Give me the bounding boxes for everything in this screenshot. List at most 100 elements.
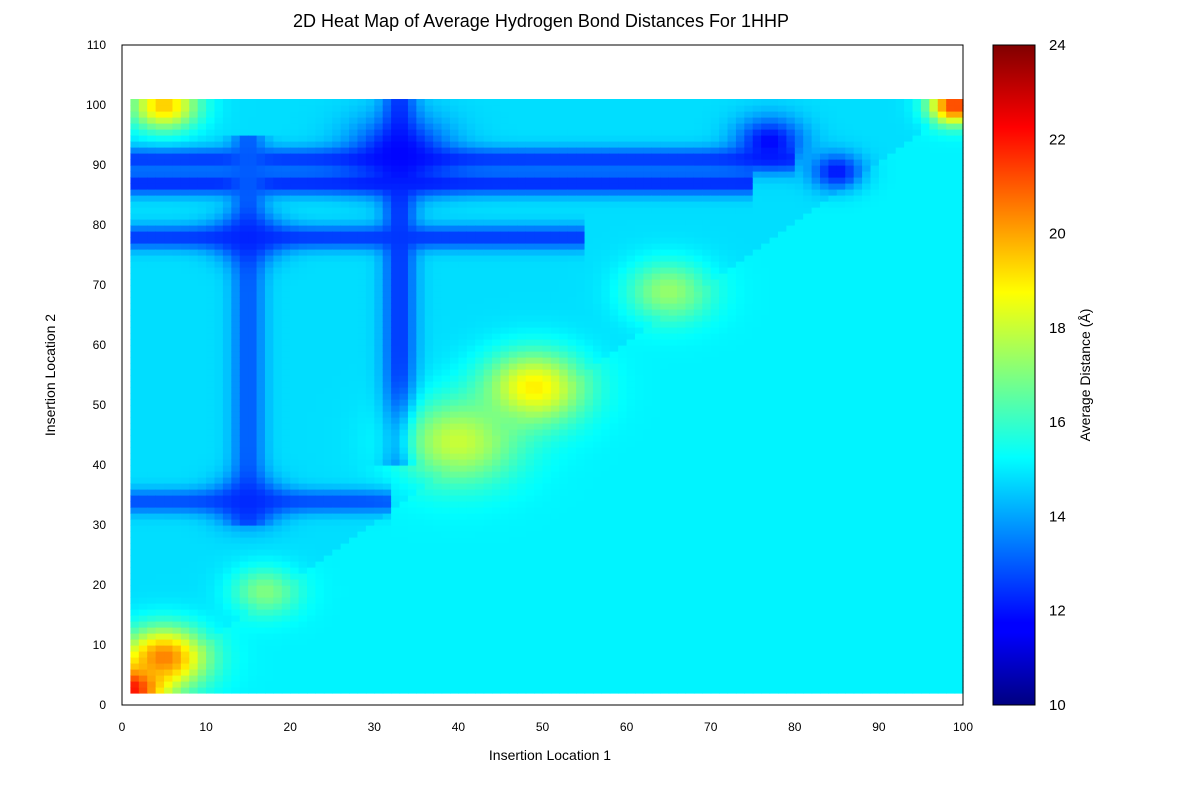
heatmap-cell: [449, 237, 459, 244]
heatmap-cell: [525, 495, 535, 502]
heatmap-cell: [534, 201, 544, 208]
heatmap-cell: [239, 597, 249, 604]
heatmap-cell: [407, 441, 417, 448]
heatmap-cell: [365, 687, 375, 694]
heatmap-cell: [433, 519, 443, 526]
heatmap-cell: [197, 345, 207, 352]
heatmap-cell: [508, 315, 518, 322]
heatmap-cell: [340, 279, 350, 286]
heatmap-cell: [374, 345, 384, 352]
heatmap-cell: [130, 333, 140, 340]
heatmap-cell: [483, 249, 493, 256]
heatmap-cell: [525, 99, 535, 106]
heatmap-cell: [273, 309, 283, 316]
heatmap-cell: [264, 477, 274, 484]
heatmap-cell: [323, 573, 333, 580]
heatmap-cell: [290, 465, 300, 472]
heatmap-cell: [290, 351, 300, 358]
heatmap-cell: [256, 483, 266, 490]
heatmap-cell: [222, 315, 232, 322]
heatmap-cell: [534, 501, 544, 508]
heatmap-cell: [231, 645, 241, 652]
heatmap-cell: [550, 561, 560, 568]
heatmap-cell: [332, 267, 342, 274]
heatmap-cell: [315, 459, 325, 466]
heatmap-cell: [449, 465, 459, 472]
heatmap-cell: [155, 171, 165, 178]
heatmap-cell: [374, 135, 384, 142]
heatmap-cell: [248, 549, 258, 556]
heatmap-cell: [138, 573, 148, 580]
heatmap-cell: [248, 519, 258, 526]
heatmap-cell: [458, 555, 468, 562]
heatmap-cell: [525, 453, 535, 460]
heatmap-cell: [500, 507, 510, 514]
heatmap-cell: [138, 669, 148, 676]
heatmap-cell: [424, 549, 434, 556]
heatmap-cell: [374, 531, 384, 538]
heatmap-cell: [399, 273, 409, 280]
heatmap-cell: [374, 117, 384, 124]
heatmap-cell: [542, 309, 552, 316]
heatmap-cell: [281, 657, 291, 664]
heatmap-cell: [449, 159, 459, 166]
heatmap-cell: [542, 459, 552, 466]
heatmap-cell: [138, 105, 148, 112]
heatmap-cell: [466, 537, 476, 544]
heatmap-cell: [155, 243, 165, 250]
heatmap-cell: [340, 165, 350, 172]
heatmap-cell: [164, 417, 174, 424]
heatmap-cell: [483, 219, 493, 226]
heatmap-cell: [147, 555, 157, 562]
heatmap-cell: [180, 231, 190, 238]
heatmap-cell: [349, 327, 359, 334]
heatmap-cell: [534, 153, 544, 160]
heatmap-cell: [332, 357, 342, 364]
heatmap-cell: [399, 183, 409, 190]
heatmap-cell: [424, 675, 434, 682]
heatmap-cell: [264, 213, 274, 220]
heatmap-cell: [189, 297, 199, 304]
heatmap-cell: [222, 447, 232, 454]
heatmap-cell: [399, 555, 409, 562]
heatmap-cell: [475, 531, 485, 538]
heatmap-cell: [180, 321, 190, 328]
heatmap-cell: [214, 171, 224, 178]
heatmap-cell: [231, 183, 241, 190]
heatmap-cell: [315, 543, 325, 550]
heatmap-cell: [391, 201, 401, 208]
heatmap-cell: [483, 153, 493, 160]
heatmap-cell: [273, 609, 283, 616]
heatmap-cell: [323, 303, 333, 310]
heatmap-cell: [214, 153, 224, 160]
heatmap-cell: [475, 285, 485, 292]
heatmap-cell: [138, 597, 148, 604]
heatmap-cell: [349, 369, 359, 376]
heatmap-cell: [483, 429, 493, 436]
heatmap-cell: [315, 603, 325, 610]
heatmap-cell: [164, 237, 174, 244]
heatmap-cell: [323, 627, 333, 634]
heatmap-cell: [492, 411, 502, 418]
heatmap-cell: [290, 579, 300, 586]
heatmap-cell: [239, 171, 249, 178]
heatmap-cell: [382, 609, 392, 616]
heatmap-cell: [382, 273, 392, 280]
heatmap-cell: [290, 279, 300, 286]
heatmap-cell: [466, 423, 476, 430]
heatmap-cell: [180, 459, 190, 466]
heatmap-cell: [180, 135, 190, 142]
heatmap-cell: [315, 135, 325, 142]
heatmap-cell: [315, 417, 325, 424]
heatmap-cell: [525, 201, 535, 208]
heatmap-cell: [525, 561, 535, 568]
heatmap-cell: [214, 111, 224, 118]
heatmap-cell: [458, 483, 468, 490]
heatmap-cell: [449, 669, 459, 676]
heatmap-cell: [298, 345, 308, 352]
heatmap-cell: [357, 567, 367, 574]
heatmap-cell: [517, 255, 527, 262]
heatmap-cell: [525, 567, 535, 574]
heatmap-cell: [307, 165, 317, 172]
heatmap-cell: [147, 483, 157, 490]
